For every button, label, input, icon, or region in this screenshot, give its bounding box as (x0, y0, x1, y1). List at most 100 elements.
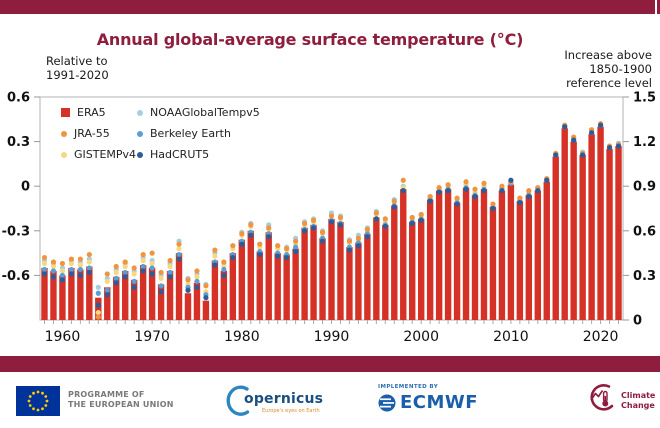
dot (131, 278, 137, 284)
eu-programme-text: PROGRAMME OF THE EUROPEAN UNION (68, 390, 174, 410)
bar-2019 (588, 134, 595, 320)
dot (176, 256, 182, 262)
right-axis-note-line1: Increase above (564, 48, 652, 62)
eu-star (36, 390, 40, 394)
dot (355, 235, 362, 241)
bar-1990 (328, 218, 335, 320)
dot (95, 302, 101, 308)
dot (319, 238, 326, 244)
dot (526, 194, 532, 200)
eu-flag-logo (16, 386, 60, 416)
dot (122, 269, 128, 276)
bar-1996 (382, 224, 389, 320)
dot (400, 188, 406, 194)
dot (454, 201, 460, 207)
bar-2013 (534, 190, 541, 320)
dot (391, 204, 397, 210)
dot (167, 269, 173, 276)
dot (95, 284, 101, 290)
dot (77, 266, 83, 273)
dot (580, 152, 586, 158)
bar-1988 (310, 224, 317, 320)
dot (508, 177, 514, 183)
bar-2022 (615, 146, 622, 320)
legend-column-1: ERA5 JRA-55 GISTEMPv4 (61, 102, 136, 165)
footer-logo-strip: PROGRAMME OF THE EUROPEAN UNION opernicu… (0, 372, 660, 428)
dot (104, 292, 110, 298)
dot (59, 272, 66, 278)
bar-1992 (346, 247, 353, 320)
eu-star (44, 404, 48, 407)
dot (140, 251, 146, 258)
dot (463, 179, 469, 185)
ecmwf-wordmark: ECMWF (400, 392, 479, 413)
left-tick-label: 0.3 (7, 135, 30, 150)
dot (77, 272, 83, 278)
legend-item-era5: ERA5 (61, 102, 136, 123)
dot (346, 238, 353, 244)
dot (436, 185, 442, 191)
right-tick-label: 0.9 (633, 180, 656, 195)
dot (140, 263, 146, 270)
dot (346, 247, 353, 253)
dot (445, 188, 451, 194)
eu-star (44, 395, 48, 398)
bar-1994 (364, 233, 371, 320)
dot (104, 287, 110, 293)
bar-2007 (480, 189, 488, 320)
legend-label-gistemp: GISTEMPv4 (74, 148, 137, 161)
legend-item-hadcrut: HadCRUT5 (137, 144, 260, 165)
dot (50, 274, 57, 280)
dot (113, 263, 119, 270)
dot (221, 266, 227, 273)
dot (41, 260, 48, 267)
bar-1984 (274, 253, 281, 320)
dot (409, 214, 415, 221)
decade-label: 1990 (314, 329, 350, 345)
right-axis-note-line3: reference level (566, 76, 652, 90)
eu-programme-line2: THE EUROPEAN UNION (68, 400, 174, 409)
dot (149, 271, 155, 277)
bar-1963 (86, 266, 93, 320)
dot (364, 226, 370, 232)
dot (158, 269, 164, 276)
dot (212, 247, 218, 253)
bar-2011 (516, 201, 524, 320)
bar-2006 (471, 195, 479, 320)
climate-change-logo: Climate Change (585, 382, 660, 418)
dot (597, 122, 604, 128)
dot (562, 124, 568, 130)
dot (481, 180, 487, 186)
dot (95, 290, 101, 296)
era5-bars (41, 126, 622, 320)
dot (490, 201, 496, 207)
dot (328, 219, 335, 225)
bar-1959 (50, 270, 57, 320)
left-tick-label: 0.6 (7, 91, 30, 106)
dot (203, 283, 209, 289)
x-axis: 1960 1970 1980 1990 2000 2010 2020 (43, 320, 620, 345)
dot (337, 222, 344, 228)
dot (463, 186, 469, 192)
copernicus-logo: opernicus Europe's eyes on Earth (222, 382, 352, 422)
legend-label-hadcrut: HadCRUT5 (150, 148, 210, 161)
dot (248, 232, 254, 238)
dot (113, 275, 119, 281)
decade-label: 2000 (403, 329, 439, 345)
dot (59, 260, 66, 267)
dot (176, 246, 182, 252)
dot (535, 188, 541, 194)
decade-label: 2010 (493, 329, 529, 345)
bar-1983 (265, 232, 272, 320)
bar-2008 (489, 207, 497, 320)
dot (149, 250, 155, 256)
dot (158, 289, 164, 295)
dot (454, 195, 460, 201)
right-tick-label: 0.3 (633, 269, 656, 284)
right-axis-note-line2: 1850-1900 (589, 62, 652, 76)
dot (328, 213, 335, 219)
bar-1985 (283, 254, 290, 320)
dot (194, 268, 200, 274)
bar-1999 (409, 221, 416, 320)
dot (248, 222, 254, 228)
